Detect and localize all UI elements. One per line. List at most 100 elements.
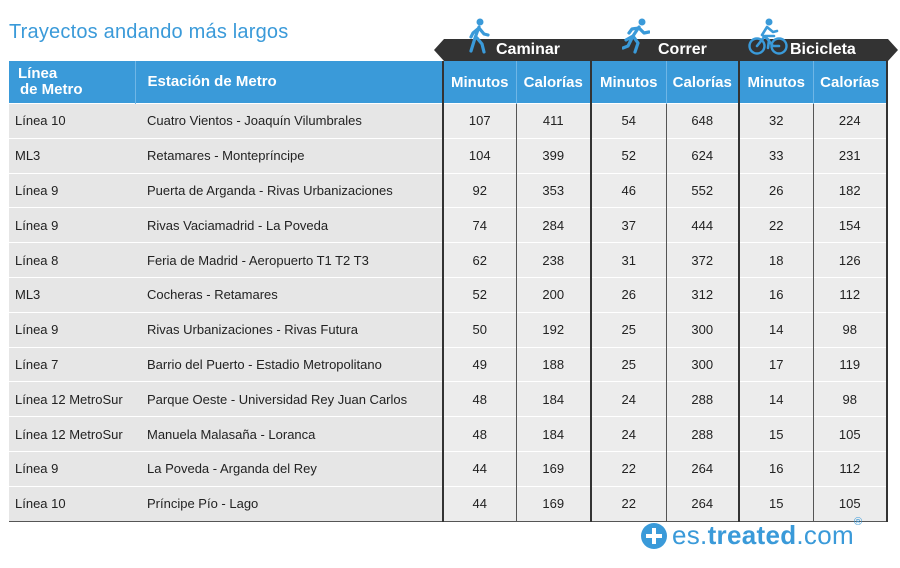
table-row: Línea 9 La Poveda - Arganda del Rey 44 169 2… [9,450,888,487]
table-row: Línea 12 MetroSur Manuela Malasaña - Lora… [9,416,888,452]
cell-walk-minutes: 44 [442,485,516,522]
table-row: Línea 9 Puerta de Arganda - Rivas Urbaniz… [9,172,888,208]
cell-run-calories: 648 [665,103,739,139]
header-station: Estación de Metro [134,61,443,104]
cell-bike-minutes: 15 [738,416,813,452]
cell-line: Línea 8 [9,242,135,278]
cell-station: Retamares - Montepríncipe [135,137,443,174]
category-walk: Caminar [434,18,592,61]
cell-run-minutes: 46 [590,172,666,208]
cell-bike-minutes: 18 [738,242,813,278]
table-row: Línea 9 Rivas Urbanizaciones - Rivas Futu… [9,311,888,348]
cell-line: Línea 12 MetroSur [9,416,135,452]
cell-run-calories: 288 [665,381,739,417]
cell-walk-calories: 169 [515,485,591,522]
cell-run-calories: 312 [665,276,739,313]
cell-bike-minutes: 17 [738,346,813,382]
cell-walk-calories: 238 [515,242,591,278]
cell-station: Rivas Urbanizaciones - Rivas Futura [135,311,443,348]
cell-walk-minutes: 104 [442,137,516,174]
cell-station: Príncipe Pío - Lago [135,485,443,522]
header-bike-calories: Calorías [812,61,888,104]
cell-walk-minutes: 44 [442,450,516,487]
cell-line: Línea 9 [9,207,135,243]
cell-walk-minutes: 107 [442,103,516,139]
routes-table: Línea de Metro Estación de Metro Minutos… [9,61,888,522]
cell-bike-calories: 231 [812,137,888,174]
table-row: Línea 10 Cuatro Vientos - Joaquín Vilumbr… [9,103,888,139]
category-walk-label: Caminar [496,41,561,58]
cell-bike-minutes: 15 [738,485,813,522]
cell-station: Rivas Vaciamadrid - La Poveda [135,207,443,243]
cell-walk-minutes: 92 [442,172,516,208]
cell-run-calories: 552 [665,172,739,208]
category-bike: Bicicleta [740,18,898,61]
cell-run-minutes: 25 [590,311,666,348]
cell-bike-minutes: 16 [738,276,813,313]
cell-bike-calories: 105 [812,485,888,522]
logo-brand: treated [707,520,797,550]
cell-line: Línea 9 [9,172,135,208]
table-row: Línea 8 Feria de Madrid - Aeropuerto T1 T… [9,242,888,278]
cell-walk-minutes: 49 [442,346,516,382]
cell-bike-minutes: 22 [738,207,813,243]
cell-station: Cocheras - Retamares [135,276,443,313]
cell-station: Manuela Malasaña - Loranca [135,416,443,452]
cell-run-minutes: 22 [590,485,666,522]
cell-line: Línea 10 [9,485,135,522]
header-walk-calories: Calorías [515,61,591,104]
cell-walk-calories: 411 [515,103,591,139]
category-run-label: Correr [658,41,707,58]
cyclist-icon [748,18,788,61]
cell-walk-minutes: 52 [442,276,516,313]
cell-run-minutes: 24 [590,416,666,452]
cell-walk-calories: 188 [515,346,591,382]
cell-walk-calories: 399 [515,137,591,174]
cell-run-calories: 264 [665,485,739,522]
category-run: Correr [592,18,740,61]
table-row: Línea 9 Rivas Vaciamadrid - La Poveda 74 28… [9,207,888,243]
table-row: Línea 12 MetroSur Parque Oeste - Universi… [9,381,888,417]
header-run-calories: Calorías [665,61,739,104]
cell-walk-calories: 200 [515,276,591,313]
cell-line: Línea 7 [9,346,135,382]
cell-bike-calories: 112 [812,276,888,313]
table-row: ML3 Cocheras - Retamares 52 200 26 312 16 112 [9,276,888,313]
cell-run-minutes: 54 [590,103,666,139]
cell-walk-minutes: 48 [442,381,516,417]
cell-walk-calories: 184 [515,381,591,417]
cell-bike-calories: 224 [812,103,888,139]
header-line: Línea de Metro [9,61,135,104]
cell-bike-calories: 105 [812,416,888,452]
table-row: Línea 10 Príncipe Pío - Lago 44 169 22 264 15 1… [9,485,888,522]
cell-run-minutes: 31 [590,242,666,278]
cell-bike-minutes: 14 [738,311,813,348]
cell-walk-calories: 192 [515,311,591,348]
brand-logo: es.treated.com® [641,516,862,551]
cell-run-minutes: 24 [590,381,666,417]
cell-run-calories: 372 [665,242,739,278]
cell-walk-calories: 169 [515,450,591,487]
cell-station: Feria de Madrid - Aeropuerto T1 T2 T3 [135,242,443,278]
cell-bike-calories: 112 [812,450,888,487]
cell-station: Parque Oeste - Universidad Rey Juan Carl… [135,381,443,417]
cell-station: La Poveda - Arganda del Rey [135,450,443,487]
table-header-row: Línea de Metro Estación de Metro Minutos… [9,61,888,104]
header-line-1: Línea [18,65,58,82]
table-row: Línea 7 Barrio del Puerto - Estadio Metro… [9,346,888,382]
cell-line: Línea 9 [9,311,135,348]
header-run-minutes: Minutos [590,61,666,104]
cell-run-minutes: 52 [590,137,666,174]
cell-run-minutes: 37 [590,207,666,243]
cell-station: Barrio del Puerto - Estadio Metropolitan… [135,346,443,382]
cell-station: Cuatro Vientos - Joaquín Vilumbrales [135,103,443,139]
cell-walk-calories: 284 [515,207,591,243]
cell-line: Línea 9 [9,450,135,487]
cell-bike-calories: 126 [812,242,888,278]
plus-icon [641,522,667,549]
cell-bike-minutes: 26 [738,172,813,208]
cell-bike-calories: 119 [812,346,888,382]
cell-line: Línea 10 [9,103,135,139]
cell-run-calories: 264 [665,450,739,487]
header-bike-minutes: Minutos [738,61,813,104]
